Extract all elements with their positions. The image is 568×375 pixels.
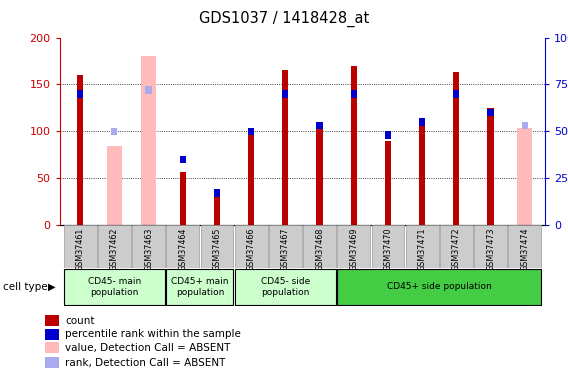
FancyBboxPatch shape — [303, 225, 336, 268]
Text: GSM37469: GSM37469 — [349, 227, 358, 271]
Text: cell type: cell type — [3, 282, 48, 292]
FancyBboxPatch shape — [235, 225, 268, 268]
Bar — [248, 128, 254, 135]
Bar — [107, 146, 122, 225]
Bar — [419, 118, 425, 126]
Text: value, Detection Call = ABSENT: value, Detection Call = ABSENT — [65, 343, 231, 353]
FancyBboxPatch shape — [371, 225, 404, 268]
Bar — [44, 328, 59, 340]
Bar — [350, 90, 357, 98]
Text: percentile rank within the sample: percentile rank within the sample — [65, 329, 241, 339]
Text: count: count — [65, 315, 95, 326]
Bar — [44, 315, 59, 326]
Text: GSM37468: GSM37468 — [315, 227, 324, 270]
Text: CD45- main
population: CD45- main population — [87, 277, 141, 297]
Text: CD45- side
population: CD45- side population — [261, 277, 310, 297]
Bar — [453, 90, 460, 98]
FancyBboxPatch shape — [235, 269, 336, 304]
Text: GSM37474: GSM37474 — [520, 227, 529, 271]
Bar — [282, 70, 289, 225]
Bar — [385, 141, 391, 225]
Bar — [77, 75, 83, 225]
FancyBboxPatch shape — [166, 225, 199, 268]
FancyBboxPatch shape — [508, 225, 541, 268]
Bar — [214, 195, 220, 225]
FancyBboxPatch shape — [64, 269, 165, 304]
Text: GSM37461: GSM37461 — [76, 227, 85, 270]
FancyBboxPatch shape — [337, 269, 541, 304]
FancyBboxPatch shape — [98, 225, 131, 268]
FancyBboxPatch shape — [64, 225, 97, 268]
Bar — [179, 156, 186, 163]
FancyBboxPatch shape — [337, 225, 370, 268]
Bar — [350, 66, 357, 225]
Bar — [316, 122, 323, 129]
Bar — [487, 108, 494, 225]
Bar — [316, 125, 323, 225]
Bar — [385, 131, 391, 139]
Bar — [111, 128, 118, 135]
Text: CD45+ side population: CD45+ side population — [387, 282, 492, 291]
Text: GSM37463: GSM37463 — [144, 227, 153, 270]
FancyBboxPatch shape — [406, 225, 438, 268]
Bar — [521, 122, 528, 129]
FancyBboxPatch shape — [269, 225, 302, 268]
FancyBboxPatch shape — [440, 225, 473, 268]
FancyBboxPatch shape — [201, 225, 233, 268]
Text: GDS1037 / 1418428_at: GDS1037 / 1418428_at — [199, 11, 369, 27]
Text: ▶: ▶ — [48, 282, 56, 292]
Text: GSM37472: GSM37472 — [452, 227, 461, 271]
Bar — [517, 129, 532, 225]
Bar — [453, 72, 460, 225]
Bar — [214, 189, 220, 197]
Text: GSM37464: GSM37464 — [178, 227, 187, 270]
Bar — [179, 172, 186, 225]
Bar — [44, 342, 59, 353]
Text: GSM37462: GSM37462 — [110, 227, 119, 271]
Bar — [282, 90, 289, 98]
Bar — [487, 109, 494, 116]
Text: GSM37473: GSM37473 — [486, 227, 495, 271]
Text: GSM37466: GSM37466 — [247, 227, 256, 270]
Bar — [419, 120, 425, 225]
Bar — [77, 90, 83, 98]
Text: CD45+ main
population: CD45+ main population — [171, 277, 228, 297]
Bar — [145, 86, 152, 94]
Text: GSM37471: GSM37471 — [417, 227, 427, 271]
Text: GSM37470: GSM37470 — [383, 227, 392, 271]
FancyBboxPatch shape — [474, 225, 507, 268]
Bar — [248, 135, 254, 225]
Text: GSM37467: GSM37467 — [281, 227, 290, 271]
Bar — [141, 56, 156, 225]
FancyBboxPatch shape — [132, 225, 165, 268]
FancyBboxPatch shape — [166, 269, 233, 304]
Text: GSM37465: GSM37465 — [212, 227, 222, 271]
Bar — [44, 357, 59, 368]
Text: rank, Detection Call = ABSENT: rank, Detection Call = ABSENT — [65, 358, 226, 368]
